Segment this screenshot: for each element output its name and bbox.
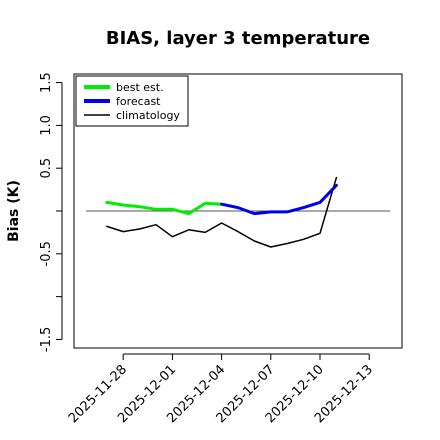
y-axis-label: Bias (K) <box>6 180 22 242</box>
y-tick-label: 0.5 <box>39 158 54 179</box>
chart-title: BIAS, layer 3 temperature <box>106 28 370 49</box>
series-line-forecast <box>220 183 338 216</box>
series-line-climatology <box>106 176 338 248</box>
y-tick-label: 1.5 <box>39 72 54 93</box>
chart-marks <box>86 176 390 248</box>
y-tick-label: -1.5 <box>39 327 54 352</box>
legend-label-forecast: forecast <box>116 95 161 108</box>
series-line-best-est <box>105 200 224 216</box>
y-tick-label: 1.0 <box>39 115 54 136</box>
legend-label-climatology: climatology <box>116 109 180 122</box>
y-tick-label: -0.5 <box>39 241 54 266</box>
legend-label-best-est: best est. <box>116 81 164 94</box>
legend-box <box>75 75 189 127</box>
plot-area <box>73 73 403 349</box>
